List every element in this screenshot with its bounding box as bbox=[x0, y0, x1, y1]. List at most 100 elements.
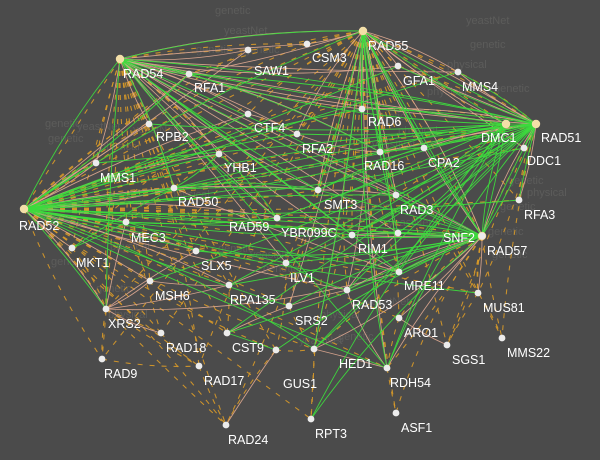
graph-node-sgs1[interactable] bbox=[443, 341, 451, 349]
graph-node-mkt1[interactable] bbox=[68, 244, 76, 252]
graph-node-rfa1[interactable] bbox=[185, 70, 193, 78]
graph-node-ilv1[interactable] bbox=[282, 259, 290, 267]
graph-node-ybr099c[interactable] bbox=[348, 231, 356, 239]
graph-node-rad24[interactable] bbox=[222, 421, 230, 429]
edge-genetic bbox=[228, 123, 537, 286]
watermark-text: genetic bbox=[244, 44, 280, 56]
edge-genetic bbox=[23, 162, 97, 210]
edge-predicted bbox=[313, 235, 483, 350]
graph-node-mre11[interactable] bbox=[395, 268, 403, 276]
graph-node-rad18[interactable] bbox=[157, 329, 165, 337]
graph-node-mms1[interactable] bbox=[92, 159, 100, 167]
node-layer[interactable] bbox=[19, 26, 541, 429]
edge-physical bbox=[228, 262, 287, 286]
edge-predicted bbox=[313, 30, 364, 350]
graph-node-rad51[interactable] bbox=[531, 119, 541, 129]
graph-node-mms22[interactable] bbox=[498, 334, 506, 342]
graph-node-rad9[interactable] bbox=[98, 355, 106, 363]
graph-node-rad3[interactable] bbox=[392, 191, 400, 199]
edge-physical bbox=[119, 58, 150, 125]
edge-genetic bbox=[351, 123, 537, 236]
graph-node-ddc1[interactable] bbox=[520, 144, 528, 152]
graph-node-rpa135[interactable] bbox=[225, 281, 233, 289]
edge-genetic bbox=[119, 58, 483, 237]
edge-genetic bbox=[119, 58, 400, 273]
edge-genetic bbox=[71, 221, 127, 249]
graph-node-rad6[interactable] bbox=[358, 105, 366, 113]
graph-node-gfa1[interactable] bbox=[394, 62, 402, 70]
node-label-hed1: HED1 bbox=[339, 357, 372, 371]
edge-physical bbox=[361, 108, 537, 125]
edge-genetic bbox=[285, 123, 507, 264]
graph-node-rpt3[interactable] bbox=[307, 415, 315, 423]
graph-node-rad55[interactable] bbox=[358, 26, 368, 36]
graph-node-rad17[interactable] bbox=[195, 362, 203, 370]
node-label-mkt1: MKT1 bbox=[76, 256, 109, 270]
edge-physical bbox=[119, 43, 308, 60]
edge-physical bbox=[362, 30, 483, 237]
graph-node-mus81[interactable] bbox=[474, 289, 482, 297]
node-label-yhb1: YHB1 bbox=[224, 161, 257, 175]
graph-node-rad16[interactable] bbox=[376, 148, 384, 156]
edge-physical bbox=[386, 235, 483, 369]
edge-predicted bbox=[398, 235, 483, 319]
edge-predicted bbox=[95, 30, 364, 164]
graph-node-ctf4[interactable] bbox=[244, 110, 252, 118]
graph-node-rad50[interactable] bbox=[170, 184, 178, 192]
graph-node-rfa2[interactable] bbox=[293, 130, 301, 138]
graph-node-saw1[interactable] bbox=[244, 46, 252, 54]
edge-genetic bbox=[276, 216, 483, 237]
graph-node-msh6[interactable] bbox=[146, 277, 154, 285]
edge-predicted bbox=[119, 58, 150, 125]
edge-genetic bbox=[23, 147, 525, 210]
graph-node-xrs2[interactable] bbox=[102, 305, 110, 313]
graph-node-csm3[interactable] bbox=[303, 40, 311, 48]
graph-node-smt3[interactable] bbox=[314, 186, 322, 194]
edge-predicted bbox=[446, 235, 483, 346]
graph-node-cpa2[interactable] bbox=[420, 144, 428, 152]
node-label-rpa135: RPA135 bbox=[230, 293, 276, 307]
graph-node-rad53[interactable] bbox=[343, 286, 351, 294]
graph-node-rim1[interactable] bbox=[394, 229, 402, 237]
node-label-rpb2: RPB2 bbox=[156, 130, 189, 144]
graph-node-srs2[interactable] bbox=[285, 302, 293, 310]
edge-genetic bbox=[23, 113, 249, 210]
edge-genetic bbox=[317, 189, 483, 237]
graph-node-rad57[interactable] bbox=[478, 232, 486, 240]
edge-predicted bbox=[23, 187, 175, 210]
graph-node-asf1[interactable] bbox=[392, 409, 400, 417]
graph-node-rfa3[interactable] bbox=[515, 196, 523, 204]
graph-node-mms4[interactable] bbox=[454, 68, 462, 76]
edge-genetic bbox=[397, 123, 537, 234]
edge-predicted bbox=[362, 30, 503, 339]
graph-node-rdh54[interactable] bbox=[383, 364, 391, 372]
graph-node-rad52[interactable] bbox=[19, 204, 29, 214]
graph-node-hed1[interactable] bbox=[310, 345, 318, 353]
graph-node-yhb1[interactable] bbox=[215, 150, 223, 158]
graph-node-dmc1[interactable] bbox=[501, 119, 511, 129]
watermark-text: genetic bbox=[45, 118, 81, 130]
graph-node-gus1[interactable] bbox=[272, 346, 280, 354]
node-label-rad3: RAD3 bbox=[400, 203, 433, 217]
edge-genetic bbox=[313, 123, 507, 350]
node-label-rfa3: RFA3 bbox=[524, 208, 555, 222]
edge-genetic bbox=[362, 30, 537, 125]
edge-physical bbox=[119, 58, 507, 125]
edge-physical bbox=[105, 284, 230, 310]
graph-node-rpb2[interactable] bbox=[145, 120, 153, 128]
graph-node-rad59[interactable] bbox=[273, 214, 281, 222]
edge-predicted bbox=[226, 284, 230, 334]
edge-genetic bbox=[23, 194, 397, 210]
watermark-text: genetic bbox=[338, 331, 374, 343]
graph-node-cst9[interactable] bbox=[223, 329, 231, 337]
graph-node-aro1[interactable] bbox=[395, 314, 403, 322]
graph-node-mec3[interactable] bbox=[122, 218, 130, 226]
graph-node-rad54[interactable] bbox=[115, 54, 125, 64]
edge-predicted bbox=[23, 208, 287, 264]
graph-node-slx5[interactable] bbox=[192, 247, 200, 255]
edge-predicted bbox=[23, 73, 190, 210]
edge-physical bbox=[119, 58, 483, 237]
edge-predicted bbox=[501, 123, 537, 339]
